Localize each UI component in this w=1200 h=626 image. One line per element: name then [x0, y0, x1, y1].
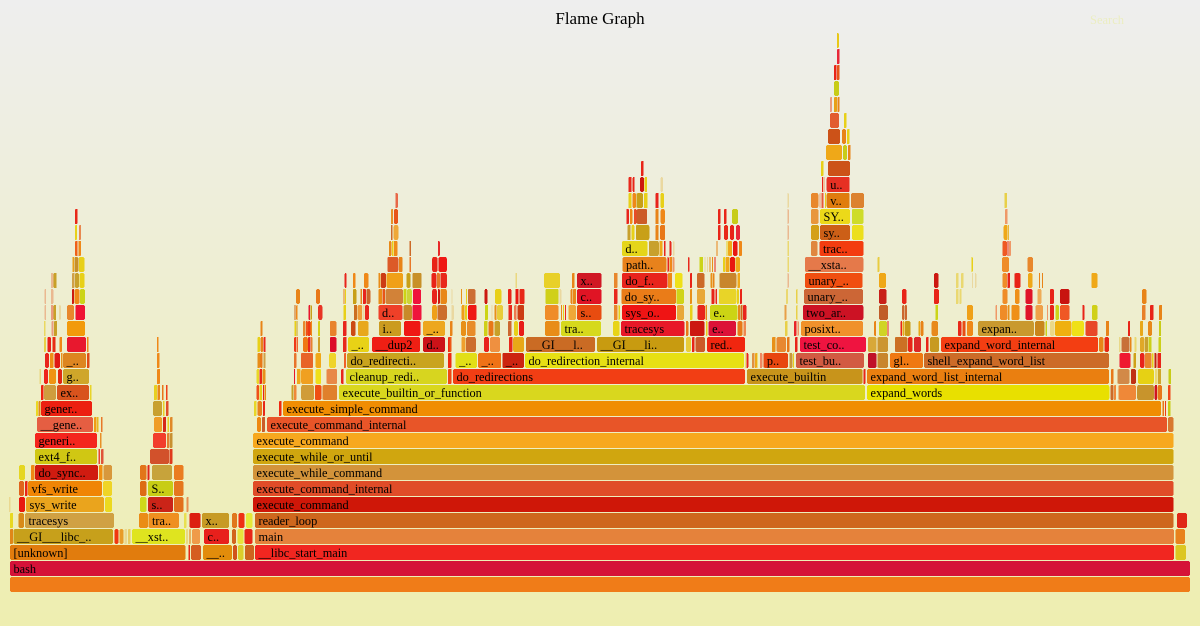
- svg-text:_..: _..: [458, 354, 471, 368]
- svg-text:_..: _..: [66, 354, 79, 368]
- svg-text:do_redirecti..: do_redirecti..: [351, 354, 417, 368]
- svg-text:tracesys: tracesys: [625, 322, 665, 336]
- svg-text:__xst..: __xst..: [135, 530, 169, 544]
- svg-text:two_ar..: two_ar..: [806, 306, 846, 320]
- svg-text:Flame Graph: Flame Graph: [555, 9, 645, 28]
- svg-text:sys_write: sys_write: [30, 498, 78, 512]
- svg-text:bash: bash: [14, 562, 37, 576]
- svg-text:sy..: sy..: [824, 226, 840, 240]
- svg-text:path..: path..: [626, 258, 653, 272]
- svg-text:__libc_start_main: __libc_start_main: [258, 546, 348, 560]
- svg-text:execute_command_internal: execute_command_internal: [257, 482, 393, 496]
- svg-text:__GI___l..: __GI___l..: [529, 338, 583, 352]
- svg-text:ex..: ex..: [61, 386, 79, 400]
- svg-text:i..: i..: [383, 322, 393, 336]
- svg-text:S..: S..: [152, 482, 165, 496]
- svg-text:do_sy..: do_sy..: [625, 290, 660, 304]
- svg-text:s..: s..: [581, 306, 592, 320]
- svg-text:_..: _..: [481, 354, 494, 368]
- svg-text:v..: v..: [830, 194, 842, 208]
- svg-text:ext4_f..: ext4_f..: [39, 450, 77, 464]
- svg-text:u..: u..: [830, 178, 842, 192]
- svg-text:_..: _..: [351, 338, 364, 352]
- svg-text:cleanup_redi..: cleanup_redi..: [350, 370, 420, 384]
- svg-text:tra..: tra..: [152, 514, 171, 528]
- svg-text:x..: x..: [206, 514, 218, 528]
- svg-text:main: main: [259, 530, 284, 544]
- svg-text:expan..: expan..: [982, 322, 1018, 336]
- svg-text:d..: d..: [625, 242, 637, 256]
- svg-text:execute_command: execute_command: [257, 434, 349, 448]
- svg-text:execute_builtin_or_function: execute_builtin_or_function: [343, 386, 482, 400]
- svg-text:expand_words: expand_words: [871, 386, 943, 400]
- svg-text:p..: p..: [767, 354, 779, 368]
- svg-text:execute_command_internal: execute_command_internal: [271, 418, 407, 432]
- svg-text:execute_while_command: execute_while_command: [257, 466, 383, 480]
- svg-text:_..: _..: [426, 322, 439, 336]
- svg-text:[unknown]: [unknown]: [14, 546, 68, 560]
- svg-text:d..: d..: [382, 306, 394, 320]
- svg-text:gener..: gener..: [45, 402, 78, 416]
- svg-text:do_f..: do_f..: [625, 274, 654, 288]
- svg-text:expand_word_internal: expand_word_internal: [945, 338, 1056, 352]
- svg-text:__GI___libc_..: __GI___libc_..: [16, 530, 91, 544]
- svg-text:Search: Search: [1090, 13, 1125, 27]
- svg-text:execute_builtin: execute_builtin: [751, 370, 827, 384]
- svg-text:tra..: tra..: [565, 322, 584, 336]
- svg-text:red..: red..: [711, 338, 733, 352]
- svg-text:generi..: generi..: [39, 434, 76, 448]
- svg-text:sys_o..: sys_o..: [626, 306, 660, 320]
- svg-text:e..: e..: [714, 306, 726, 320]
- svg-text:__xsta..: __xsta..: [807, 258, 846, 272]
- svg-text:vfs_write: vfs_write: [32, 482, 79, 496]
- svg-text:execute_command: execute_command: [257, 498, 349, 512]
- svg-text:trac..: trac..: [823, 242, 848, 256]
- svg-text:g..: g..: [67, 370, 79, 384]
- svg-text:d..: d..: [427, 338, 439, 352]
- svg-text:gl..: gl..: [894, 354, 910, 368]
- svg-text:c..: c..: [581, 290, 593, 304]
- svg-text:test_co..: test_co..: [804, 338, 845, 352]
- svg-text:e..: e..: [712, 322, 724, 336]
- svg-text:do_redirection_internal: do_redirection_internal: [529, 354, 645, 368]
- svg-text:__..: __..: [206, 546, 225, 560]
- svg-text:do_redirections: do_redirections: [457, 370, 534, 384]
- svg-text:x..: x..: [581, 274, 593, 288]
- svg-text:tracesys: tracesys: [29, 514, 69, 528]
- svg-text:do_sync..: do_sync..: [39, 466, 86, 480]
- svg-text:unary_..: unary_..: [809, 274, 849, 288]
- svg-text:reader_loop: reader_loop: [259, 514, 318, 528]
- svg-text:test_bu..: test_bu..: [800, 354, 842, 368]
- svg-text:__dup2: __dup2: [375, 338, 413, 352]
- svg-text:_..: _..: [505, 354, 518, 368]
- svg-text:execute_while_or_until: execute_while_or_until: [257, 450, 374, 464]
- svg-text:c..: c..: [208, 530, 220, 544]
- svg-text:unary_..: unary_..: [808, 290, 848, 304]
- svg-text:s..: s..: [152, 498, 163, 512]
- svg-text:__gene..: __gene..: [40, 418, 83, 432]
- svg-text:posixt..: posixt..: [805, 322, 841, 336]
- svg-text:expand_word_list_internal: expand_word_list_internal: [871, 370, 1003, 384]
- svg-text:execute_simple_command: execute_simple_command: [287, 402, 418, 416]
- svg-text:SY..: SY..: [824, 210, 844, 224]
- svg-text:__GI___li..: __GI___li..: [600, 338, 658, 352]
- svg-text:shell_expand_word_list: shell_expand_word_list: [928, 354, 1046, 368]
